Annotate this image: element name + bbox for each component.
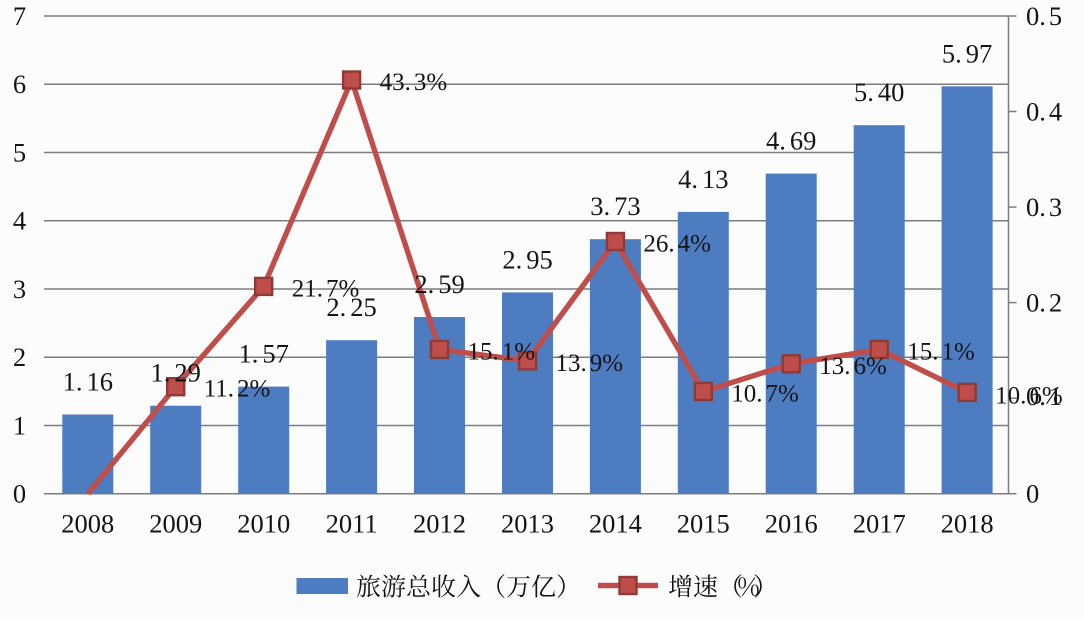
svg-text:2016: 2016	[765, 509, 818, 539]
svg-text:3: 3	[13, 274, 26, 304]
svg-text:1: 1	[13, 411, 26, 441]
svg-text:2012: 2012	[413, 509, 466, 539]
svg-text:2015: 2015	[677, 509, 730, 539]
svg-text:0.2: 0. 2	[1026, 288, 1062, 318]
svg-text:13.9%: 13. 9%	[556, 350, 624, 377]
svg-text:2017: 2017	[853, 509, 906, 539]
svg-text:2.95: 2. 95	[502, 244, 552, 274]
svg-text:43.3%: 43. 3%	[380, 69, 448, 96]
svg-text:5.97: 5. 97	[942, 38, 992, 68]
svg-text:15.1%: 15. 1%	[468, 338, 536, 365]
svg-text:2011: 2011	[326, 509, 378, 539]
svg-text:2014: 2014	[589, 509, 642, 539]
svg-text:11.2%: 11. 2%	[204, 376, 271, 403]
svg-text:2: 2	[13, 342, 26, 372]
svg-text:2.59: 2. 59	[414, 269, 464, 299]
svg-text:0: 0	[13, 479, 26, 509]
svg-text:2013: 2013	[501, 509, 554, 539]
svg-text:21.7%: 21. 7%	[292, 275, 360, 302]
svg-text:7: 7	[13, 1, 26, 31]
svg-text:0.1: 0. 1	[1026, 381, 1062, 411]
svg-text:2009: 2009	[149, 509, 202, 539]
svg-text:2008: 2008	[61, 509, 114, 539]
svg-text:10.6%: 10. 6%	[995, 383, 1063, 410]
svg-text:5.40: 5. 40	[854, 77, 904, 107]
svg-text:10.7%: 10. 7%	[731, 381, 799, 408]
svg-text:4: 4	[13, 206, 26, 236]
svg-text:0.4: 0. 4	[1026, 97, 1062, 127]
svg-text:2018: 2018	[941, 509, 994, 539]
svg-text:2.25: 2. 25	[326, 292, 376, 322]
svg-text:13.6%: 13. 6%	[819, 353, 887, 380]
svg-text:5: 5	[13, 138, 26, 168]
svg-text:6: 6	[13, 69, 26, 99]
svg-text:0.5: 0. 5	[1026, 1, 1062, 31]
svg-text:0: 0	[1026, 479, 1039, 509]
svg-text:4.69: 4. 69	[766, 126, 816, 156]
svg-text:1.57: 1. 57	[239, 339, 289, 369]
svg-text:1.16: 1. 16	[63, 367, 113, 397]
svg-text:0.3: 0. 3	[1026, 192, 1062, 222]
svg-text:2010: 2010	[237, 509, 290, 539]
svg-text:1.29: 1. 29	[151, 358, 201, 388]
svg-text:3.73: 3. 73	[590, 191, 640, 221]
svg-text:4.13: 4. 13	[678, 164, 728, 194]
svg-text:26.4%: 26. 4%	[643, 231, 711, 258]
svg-text:15.1%: 15. 1%	[907, 338, 975, 365]
